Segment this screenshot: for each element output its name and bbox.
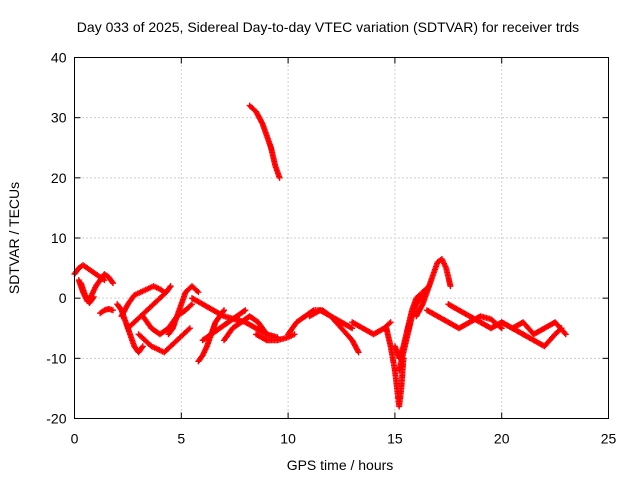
x-tick-label: 25	[601, 431, 617, 447]
data-point	[221, 307, 228, 314]
series-arc-y	[445, 301, 527, 338]
y-tick-label: -20	[46, 411, 66, 427]
plot-data	[71, 102, 569, 410]
data-point	[138, 344, 145, 351]
series-arc-a	[71, 262, 108, 284]
series-arc-aa	[520, 325, 565, 350]
y-tick-label: 0	[59, 290, 67, 306]
series-arc-n	[221, 313, 270, 344]
data-point	[187, 302, 194, 309]
plot-frame	[74, 57, 609, 419]
x-axis-title: GPS time / hours	[287, 457, 394, 473]
series-arc-j	[165, 283, 202, 338]
y-tick-label: -10	[46, 350, 66, 366]
data-point	[90, 293, 97, 300]
y-axis-title: SDTVAR / TECUs	[6, 182, 22, 294]
data-point	[166, 284, 173, 291]
axis-ticks: 0 5 10 15 20 25 -20 -10 0 10 20 30 40	[46, 50, 616, 447]
data-point	[557, 326, 564, 333]
data-point	[447, 283, 454, 290]
series-arc-o	[246, 102, 283, 181]
data-point	[242, 307, 249, 314]
data-point	[139, 343, 146, 350]
data-point	[241, 308, 248, 315]
y-tick-label: 10	[51, 230, 67, 246]
data-point	[109, 280, 116, 287]
data-point	[291, 331, 298, 338]
series-arc-r	[306, 307, 362, 356]
series-arc-d	[97, 305, 116, 317]
data-point	[188, 301, 195, 308]
series-arc-c	[77, 280, 97, 306]
data-point	[276, 174, 283, 181]
data-point	[562, 331, 569, 338]
x-tick-label: 5	[177, 431, 185, 447]
grid	[74, 57, 609, 419]
data-point	[109, 307, 116, 314]
data-point	[89, 295, 96, 302]
series-arc-f	[118, 283, 168, 320]
data-point	[561, 330, 568, 337]
y-tick-label: 30	[51, 110, 67, 126]
x-tick-label: 15	[387, 431, 403, 447]
data-point	[167, 283, 174, 290]
data-point	[195, 289, 202, 296]
data-point	[186, 325, 193, 332]
y-tick-label: 40	[51, 50, 67, 66]
data-point	[263, 331, 270, 338]
data-point	[498, 325, 505, 332]
data-point	[109, 278, 116, 285]
series-arc-w	[413, 256, 454, 320]
y-tick-label: 20	[51, 170, 67, 186]
x-tick-label: 0	[71, 431, 79, 447]
series-arc-z	[498, 319, 569, 338]
data-point	[387, 319, 394, 326]
series-arc-h	[135, 325, 193, 356]
data-point	[386, 320, 393, 327]
data-point	[185, 326, 192, 333]
data-point	[194, 287, 201, 294]
series-arc-m	[199, 307, 249, 344]
series-arc-v	[396, 289, 428, 374]
data-point	[355, 349, 362, 356]
x-tick-label: 10	[280, 431, 296, 447]
chart-title: Day 033 of 2025, Sidereal Day-to-day VTE…	[77, 19, 579, 35]
series-arc-g	[124, 283, 174, 332]
x-tick-label: 20	[494, 431, 510, 447]
data-point	[558, 325, 565, 332]
series-arc-s	[349, 319, 394, 338]
data-point	[349, 325, 356, 332]
